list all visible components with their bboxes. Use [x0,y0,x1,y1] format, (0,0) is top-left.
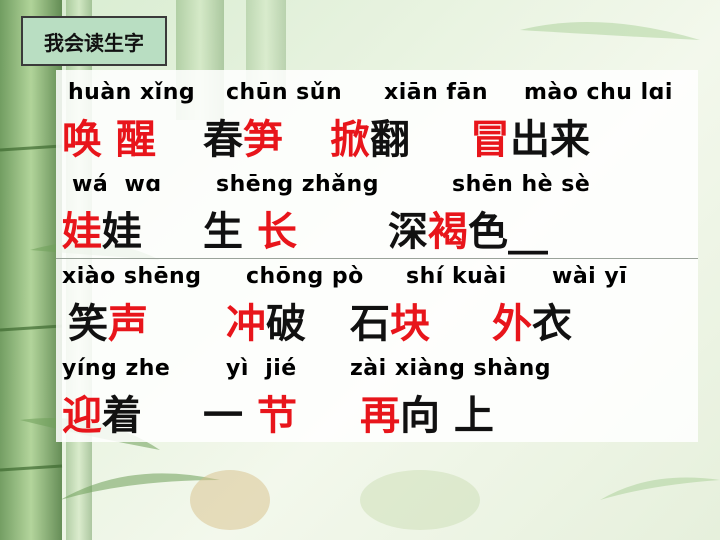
hanzi-word: 春笋 [203,117,283,163]
pinyin-word: huàn xǐng [68,80,196,105]
pinyin-word: wá wɑ [72,172,162,197]
hanzi-word: 外衣 [492,301,572,347]
hanzi-word: 深褐色__ [388,209,548,255]
lesson-title: 我会读生字 [21,16,167,66]
pinyin-word: chūn sǔn [226,80,343,105]
hanzi-word: 掀翻 [330,117,410,163]
content-panel [56,70,698,442]
pinyin-word: yì jié [226,356,297,381]
hanzi-word: 笑声 [68,301,148,347]
hanzi-word: 石块 [350,301,430,347]
hanzi-word: 冒出来 [470,117,590,163]
pinyin-word: zài xiàng shàng [350,356,552,381]
pinyin-word: shēn hè sè [452,172,591,197]
pinyin-word: shēng zhǎng [216,172,379,197]
divider-line [56,258,698,259]
pinyin-word: xiān fān [384,80,488,105]
hanzi-word: 唤 醒 [62,117,156,163]
pinyin-word: yíng zhe [62,356,171,381]
pinyin-word: xiào shēng [62,264,202,289]
pinyin-word: wài yī [552,264,628,289]
pinyin-word: shí kuài [406,264,507,289]
hanzi-word: 迎着 [62,393,142,439]
hanzi-word: 一 节 [203,393,297,439]
hanzi-word: 再向 上 [360,393,494,439]
pinyin-word: chōng pò [246,264,364,289]
hanzi-word: 生 长 [203,209,297,255]
hanzi-word: 冲破 [226,301,306,347]
hanzi-word: 娃娃 [62,209,142,255]
pinyin-word: mào chu lɑi [524,80,673,105]
